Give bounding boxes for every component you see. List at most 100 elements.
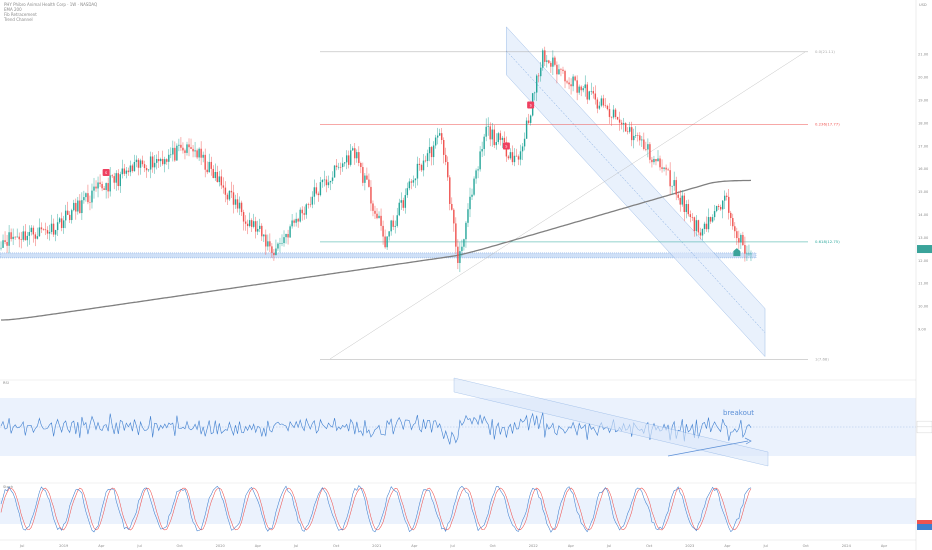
candle-body [590,91,592,92]
candle-body [18,236,20,240]
candle-body [628,127,631,132]
candle-body [408,181,411,189]
candle-body [6,241,8,246]
candle-body [730,212,732,219]
candle-body [602,98,605,106]
candle-body [283,237,285,244]
candle-body [578,86,580,93]
candle-body [71,210,73,221]
candle-body [693,217,696,232]
candle-body [311,196,314,205]
candle-body [228,190,231,200]
time-tick-label: Apr [255,544,262,548]
candle-body [637,135,639,136]
candle-body [352,148,354,151]
time-axis[interactable]: Jul 2019 Apr Jul Oct 2020 Apr Jul Oct 2021 Apr Jul O… [0,539,916,548]
candle-body [746,253,748,255]
candle-body [137,159,140,168]
candle-body [604,105,607,107]
stoch-label: Stoch [3,485,13,489]
candle-body [655,159,657,162]
fib-retracement[interactable]: 0.0(21.11) 0.236(17.77) 0.618(12.75) 1(7.68… [320,49,840,362]
candle-body [471,194,473,197]
candle-body [469,196,471,210]
candle-body [667,169,669,171]
candle-body [608,109,611,117]
candle-body [376,213,378,219]
candle-body [160,158,162,162]
rsi-breakout-arrow-line [667,440,749,457]
candle-body [519,151,522,160]
candle-body [659,158,661,168]
candle-body [252,221,255,227]
candle-body [28,232,31,236]
candle-body [556,64,558,75]
candle-body [176,145,178,161]
candle-body [503,137,506,143]
candle-body [32,227,35,235]
candle-body [10,232,12,240]
candle-body [348,155,350,165]
stoch-d-line [0,487,752,531]
candle-body [232,192,235,205]
candle-body [16,236,18,238]
candle-body [576,80,578,93]
candle-body [511,152,514,163]
candle-body [546,60,548,62]
candle-body [139,160,142,168]
candle-body [396,215,398,226]
candle-body [325,179,328,186]
candle-body [467,209,469,223]
candle-body [675,180,677,195]
candle-body [184,150,186,153]
candle-body [657,158,659,162]
candle-body [580,86,582,91]
candle-body [380,215,382,226]
candle-body [509,152,512,159]
candle-body [44,229,47,231]
candle-body [574,76,576,81]
candle-body [331,177,334,181]
candle-body [115,173,117,183]
price-tick-label: 12.00 [918,259,929,263]
chart-header-line2: EMA 200 [4,7,22,12]
candle-body [703,223,706,229]
candle-body [141,160,144,165]
candle-body [430,147,433,158]
trend-channel[interactable] [329,26,806,360]
support-zone [0,252,757,259]
candle-body [40,227,43,230]
candle-body [204,154,206,170]
price-tick-label: 19.00 [918,98,929,102]
candle-body [101,184,103,189]
candle-body [26,235,28,241]
candle-body [157,158,160,162]
price-tick-label: 14.00 [918,213,929,217]
candle-body [105,183,107,190]
candle-body [339,166,342,168]
candle-body [461,246,463,252]
candle-body [586,84,588,100]
candle-body [382,225,384,237]
candle-body [691,217,694,218]
price-scale[interactable]: USD 21.00 20.00 19.00 18.00 17.00 16.00 15.00 14… [915,0,932,550]
candle-body [309,204,312,206]
candle-body [584,84,586,89]
time-tick-label: 2021 [372,544,381,548]
candle-body [216,171,219,183]
candle-body [22,231,24,240]
candle-body [60,218,63,228]
candle-body [360,162,362,168]
candle-body [432,145,435,158]
price-tick-label: 11.00 [918,282,929,286]
candle-body [705,223,708,230]
time-tick-label: Oct [490,544,497,548]
candle-body [319,182,322,196]
candle-body [473,178,475,195]
candle-body [224,187,227,195]
candle-body [218,176,221,183]
candle-body [198,148,200,158]
candle-body [715,205,718,212]
candle-body [226,194,229,200]
